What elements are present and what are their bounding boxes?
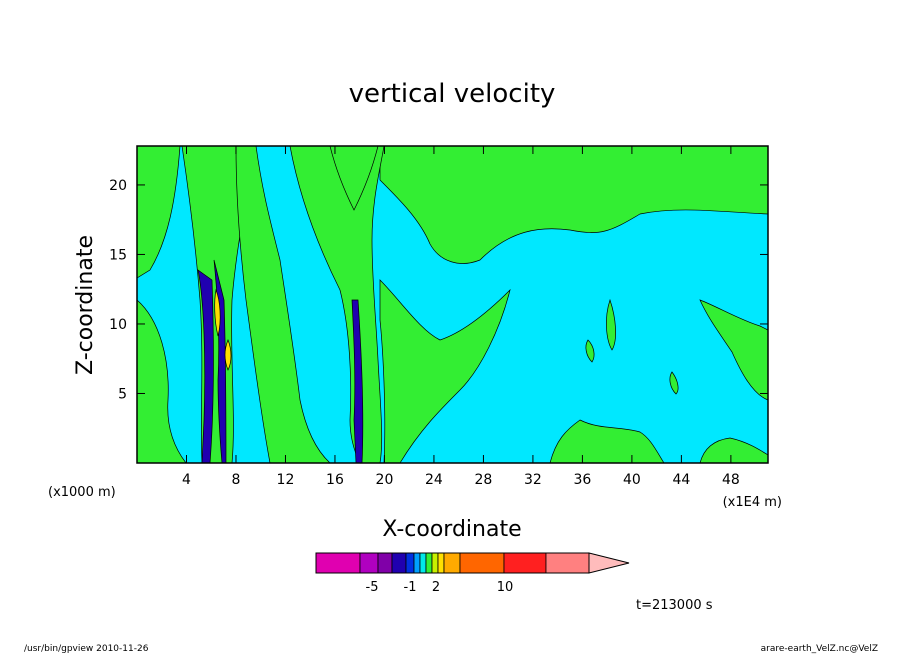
x-tick-label: 4 <box>182 472 191 488</box>
colorbar-cell <box>377 552 393 574</box>
x-tick-label: 12 <box>277 472 295 488</box>
x-tick-label: 44 <box>672 472 690 488</box>
footer-left-text: /usr/bin/gpview 2010-11-26 <box>24 644 149 654</box>
colorbar-cell <box>413 552 421 574</box>
colorbar: -5 -1 2 10 <box>315 552 630 595</box>
y-axis-label: Z-coordinate <box>73 235 98 375</box>
colorbar-cell <box>359 552 379 574</box>
colorbar-cell <box>315 552 361 574</box>
x-unit-right-label: (x1E4 m) <box>723 495 782 510</box>
green-region <box>606 298 616 351</box>
colorbar-label-3: 2 <box>432 580 440 595</box>
x-tick-label: 36 <box>573 472 591 488</box>
green-region <box>379 146 768 264</box>
green-region <box>549 419 665 463</box>
colorbar-label-1: -5 <box>366 580 379 595</box>
x-axis-label: X-coordinate <box>382 517 521 542</box>
y-tick-label: 15 <box>109 247 127 263</box>
x-tick-label: 8 <box>232 472 241 488</box>
colorbar-cell <box>503 552 547 574</box>
strong-positive-streak <box>214 288 221 337</box>
y-axis-ticks: 5 10 15 20 <box>109 178 768 402</box>
plot-frame <box>136 145 769 464</box>
green-region <box>585 339 595 363</box>
green-region <box>669 371 679 395</box>
x-tick-label: 24 <box>425 472 443 488</box>
x-tick-label: 20 <box>376 472 394 488</box>
green-region <box>379 279 511 463</box>
plot-area <box>137 146 768 463</box>
green-region <box>699 299 768 401</box>
y-tick-label: 5 <box>118 386 127 402</box>
time-label: t=213000 s <box>636 598 713 613</box>
footer-right-text: arare-earth_VelZ.nc@VelZ <box>761 644 878 654</box>
chart-title: vertical velocity <box>349 79 556 109</box>
colorbar-extend-arrow <box>588 552 630 574</box>
x-tick-label: 16 <box>326 472 344 488</box>
colorbar-cell <box>405 552 415 574</box>
colorbar-cell <box>459 552 505 574</box>
green-region <box>329 146 379 211</box>
x-tick-label: 40 <box>623 472 641 488</box>
colorbar-frame <box>315 552 590 574</box>
x-tick-label: 28 <box>475 472 493 488</box>
colorbar-cell <box>545 552 590 574</box>
colorbar-cell <box>419 552 427 574</box>
green-region <box>137 146 181 279</box>
y-tick-label: 20 <box>109 178 127 194</box>
x-axis-ticks: 4 8 12 16 20 24 28 32 36 40 44 48 <box>182 146 740 488</box>
y-tick-label: 10 <box>109 317 127 333</box>
x-tick-label: 32 <box>524 472 542 488</box>
green-region <box>137 299 187 463</box>
colorbar-label-2: -1 <box>404 580 417 595</box>
colorbar-cell <box>443 552 461 574</box>
colorbar-cell <box>431 552 439 574</box>
colorbar-cell <box>391 552 407 574</box>
x-unit-left-label: (x1000 m) <box>48 485 116 500</box>
green-region <box>235 146 331 463</box>
colorbar-cell <box>437 552 445 574</box>
strong-negative-streak <box>197 269 214 463</box>
green-region <box>699 437 768 463</box>
colorbar-label-4: 10 <box>497 580 514 595</box>
contour-fills <box>137 146 768 463</box>
x-tick-label: 48 <box>722 472 740 488</box>
strong-positive-streak <box>224 339 232 371</box>
colorbar-cell <box>425 552 433 574</box>
